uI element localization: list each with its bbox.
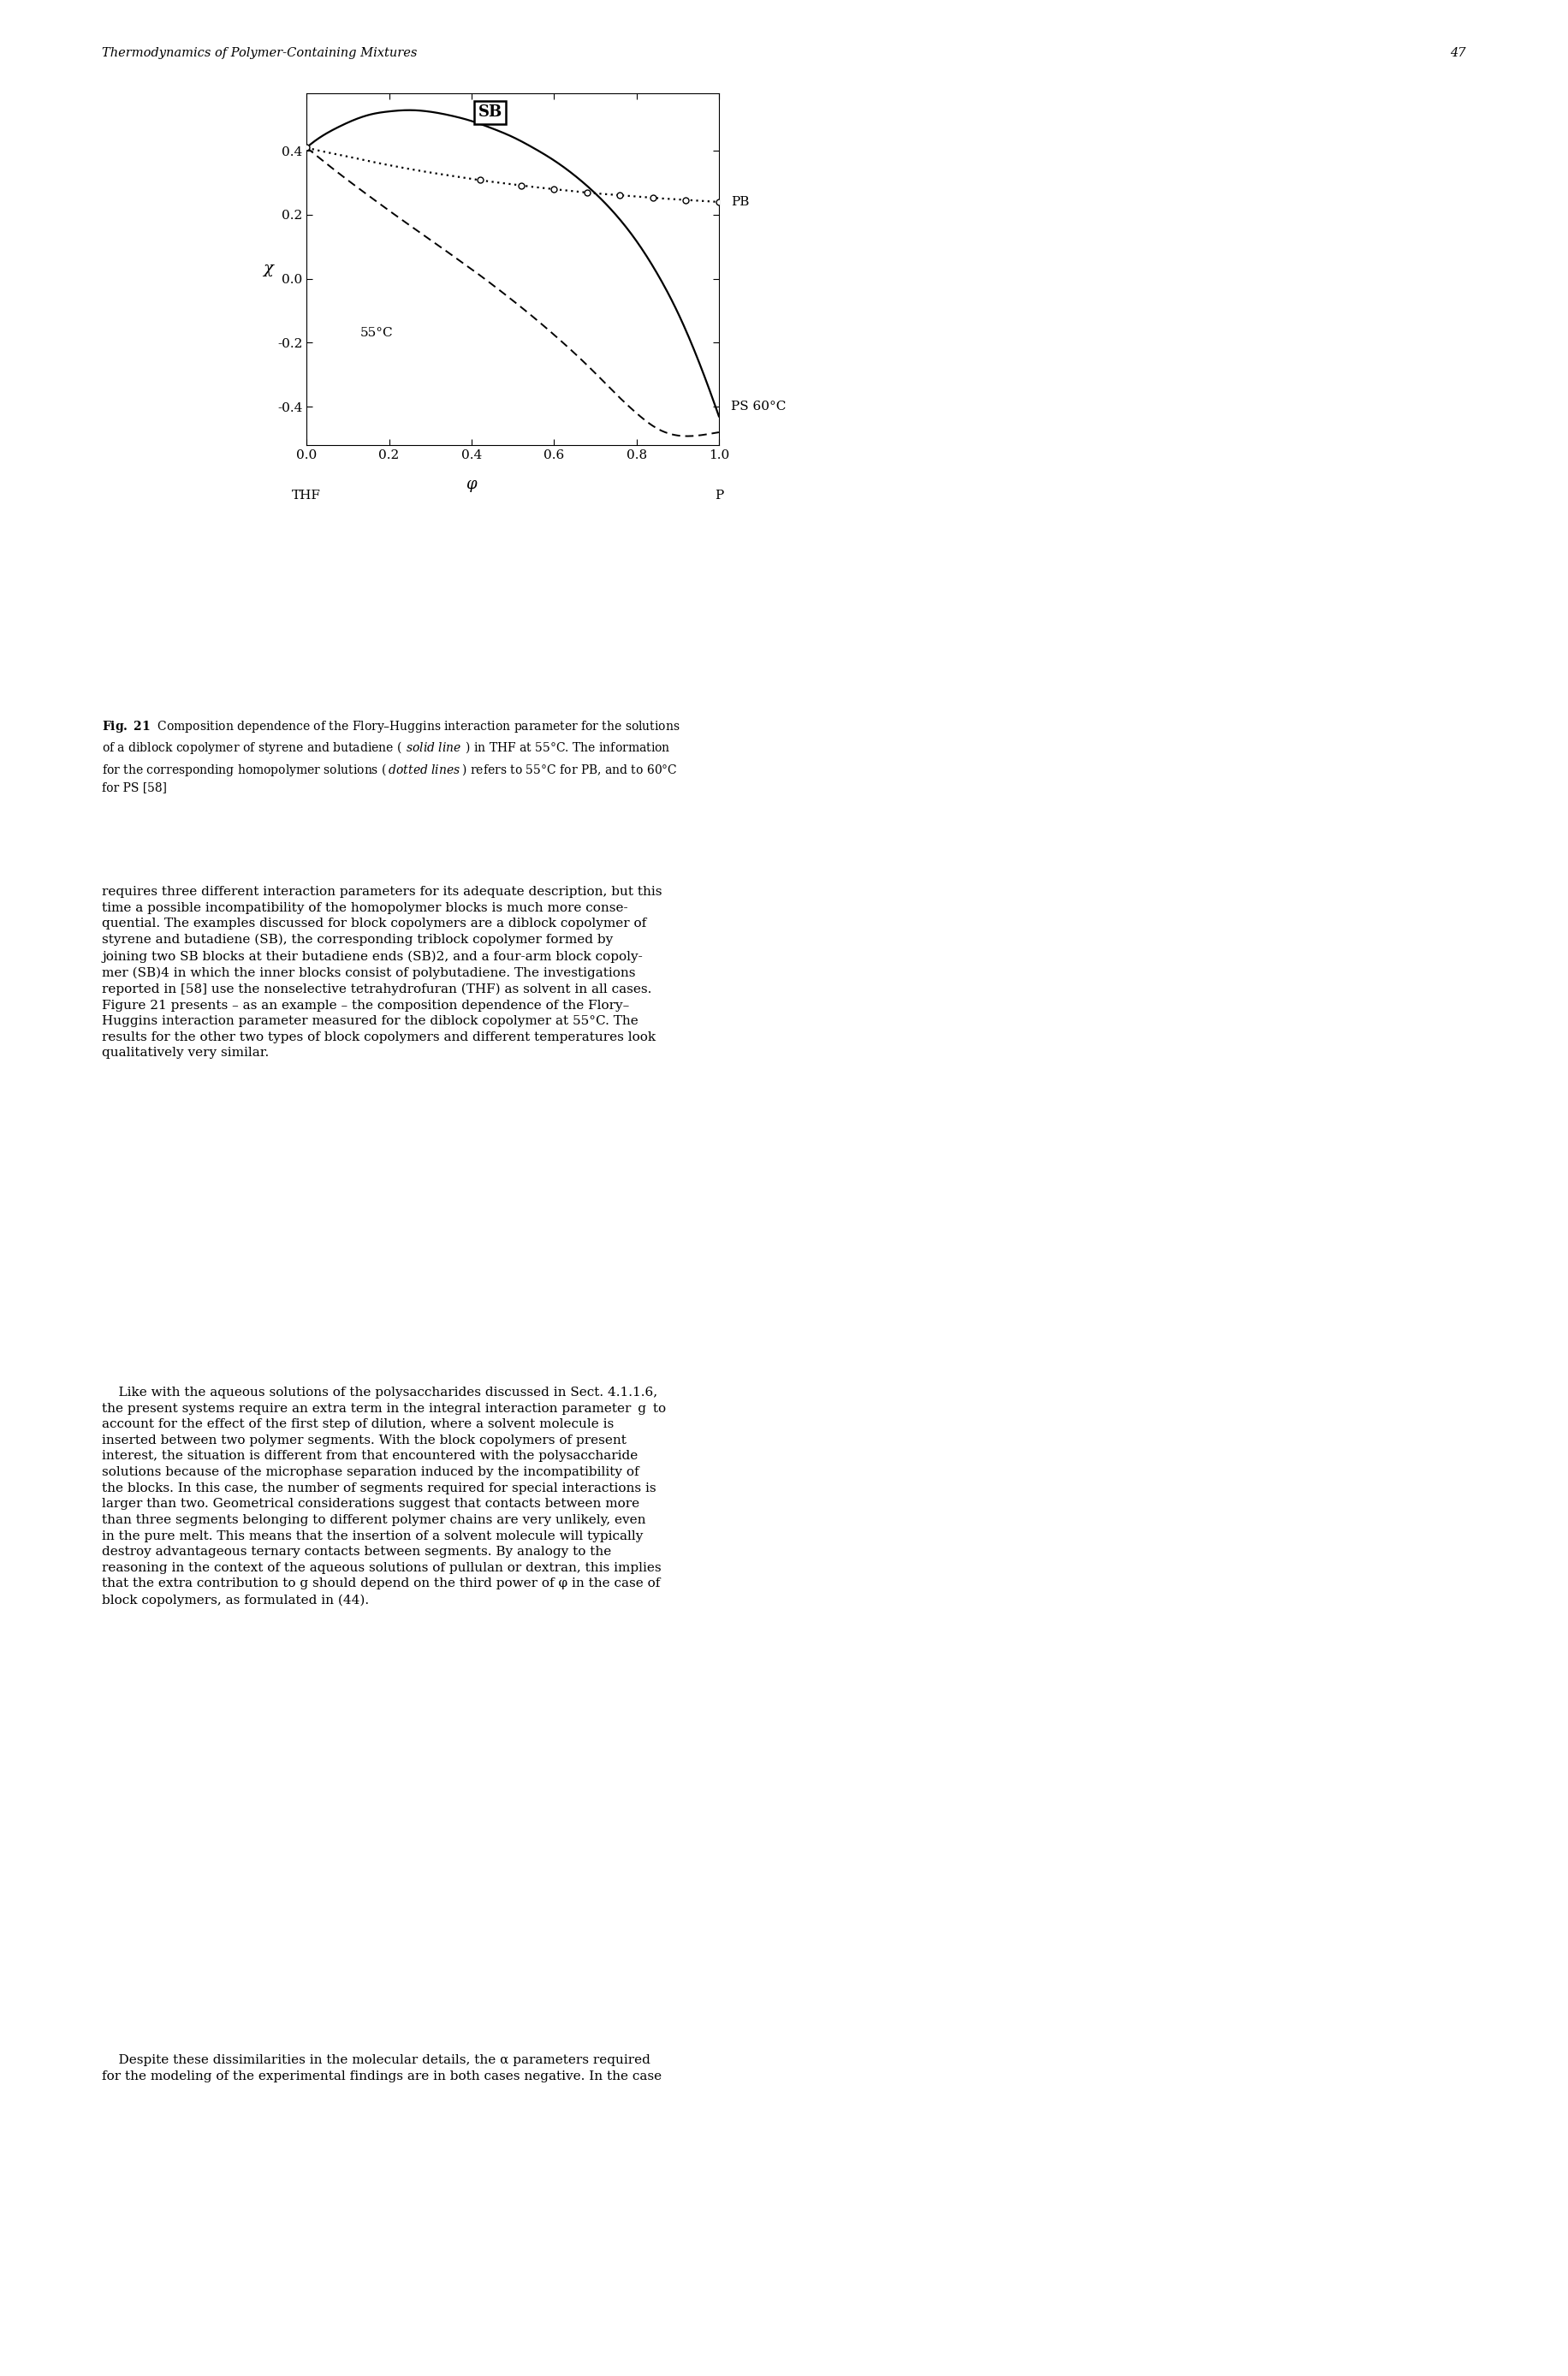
Text: Despite these dissimilarities in the molecular details, the α parameters require: Despite these dissimilarities in the mol… (102, 2055, 662, 2081)
Text: SB: SB (478, 105, 502, 121)
Text: PB: PB (731, 195, 750, 209)
Text: 55°C: 55°C (361, 328, 394, 340)
Text: φ: φ (466, 478, 477, 492)
Text: P: P (715, 489, 723, 501)
Text: requires three different interaction parameters for its adequate description, bu: requires three different interaction par… (102, 886, 662, 1060)
Text: 47: 47 (1450, 48, 1466, 59)
Text: $\mathbf{Fig.\ 21}$  Composition dependence of the Flory–Huggins interaction par: $\mathbf{Fig.\ 21}$ Composition dependen… (102, 720, 681, 794)
Text: PS 60°C: PS 60°C (731, 402, 786, 413)
Text: Like with the aqueous solutions of the polysaccharides discussed in Sect. 4.1.1.: Like with the aqueous solutions of the p… (102, 1388, 666, 1606)
Text: Thermodynamics of Polymer-Containing Mixtures: Thermodynamics of Polymer-Containing Mix… (102, 48, 417, 59)
Y-axis label: χ: χ (263, 261, 273, 278)
Text: THF: THF (292, 489, 321, 501)
